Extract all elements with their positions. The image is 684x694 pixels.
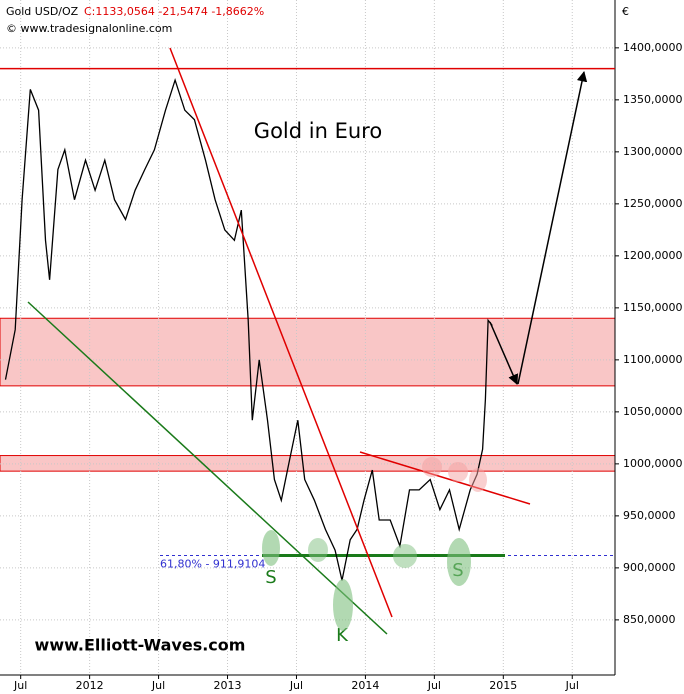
y-tick-label: 950,0000 (623, 509, 676, 522)
pattern-label: K (336, 625, 349, 646)
header-symbol: Gold USD/OZ (6, 5, 79, 18)
x-tick-label: 2013 (214, 679, 242, 692)
zone (0, 317, 616, 387)
touch-mark (469, 468, 487, 492)
plot-background (0, 0, 616, 675)
price-line (4, 77, 493, 581)
currency: € (622, 5, 629, 18)
x-tick-label: Jul (13, 679, 27, 692)
shoulder-mark (308, 538, 328, 562)
x-tick-label: Jul (427, 679, 441, 692)
y-tick-label: 1300,0000 (623, 145, 683, 158)
x-tick-label: Jul (151, 679, 165, 692)
y-tick-label: 850,0000 (623, 613, 676, 626)
y-tick-label: 1100,0000 (623, 353, 683, 366)
x-tick-label: Jul (289, 679, 303, 692)
y-tick-label: 1200,0000 (623, 249, 683, 262)
touch-mark (448, 462, 468, 482)
head-mark (333, 579, 353, 631)
fib-label: 61,80% - 911,9104 (160, 557, 265, 570)
x-tick-label: Jul (565, 679, 579, 692)
y-tick-label: 900,0000 (623, 561, 676, 574)
touch-mark (422, 457, 442, 477)
header-quote: C:1133,0564 -21,5474 -1,8662% (84, 5, 264, 18)
x-tick-label: 2015 (489, 679, 517, 692)
y-tick-label: 1400,0000 (623, 41, 683, 54)
chart-title: Gold in Euro (254, 119, 382, 143)
forecast-arrow (517, 70, 588, 385)
x-tick-label: 2012 (76, 679, 104, 692)
copyright: © www.tradesignalonline.com (6, 22, 172, 35)
zone (0, 455, 616, 472)
trendline (359, 451, 531, 505)
y-tick-label: 1250,0000 (623, 197, 683, 210)
x-tick-label: 2014 (351, 679, 379, 692)
forecast-arrow (489, 321, 519, 385)
shoulder-mark (393, 544, 417, 568)
y-tick-label: 1000,0000 (623, 457, 683, 470)
trendline (169, 47, 393, 618)
y-tick-label: 1050,0000 (623, 405, 683, 418)
watermark: www.Elliott-Waves.com (35, 636, 246, 655)
shoulder-mark (262, 530, 280, 566)
trendline (27, 301, 388, 635)
y-tick-label: 1350,0000 (623, 93, 683, 106)
annotations (27, 47, 588, 635)
shoulder-mark (447, 538, 471, 586)
y-tick-label: 1150,0000 (623, 301, 683, 314)
pattern-label: S (265, 567, 276, 588)
